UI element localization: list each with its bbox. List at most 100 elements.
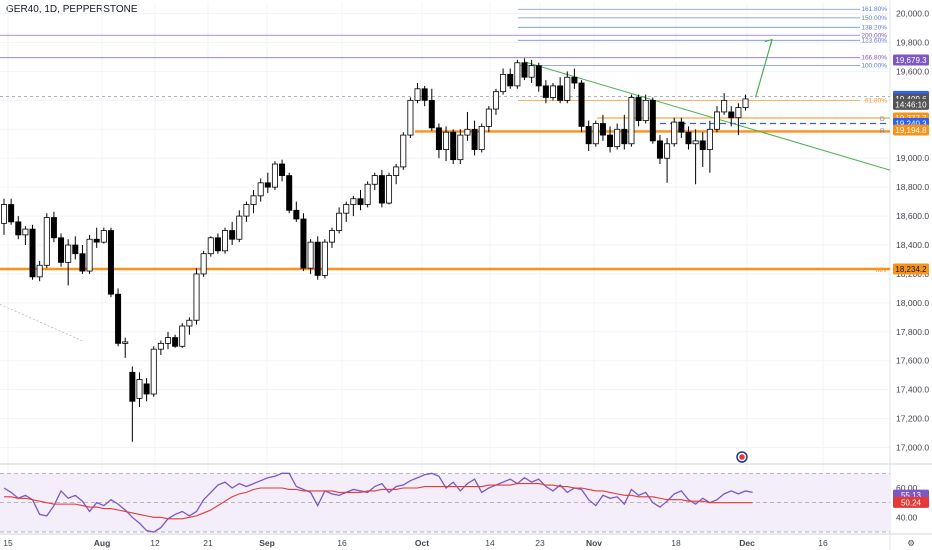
candle-body[interactable] (207, 237, 214, 255)
candle-body[interactable] (378, 175, 385, 204)
candle-body[interactable] (8, 204, 15, 223)
candle-body[interactable] (193, 273, 200, 321)
candle-body[interactable] (164, 337, 171, 344)
candle-body[interactable] (706, 128, 713, 150)
candle-body[interactable] (507, 73, 514, 87)
candle-body[interactable] (371, 175, 378, 185)
candle-body[interactable] (321, 241, 328, 276)
candle-body[interactable] (143, 383, 150, 395)
candle-body[interactable] (364, 183, 371, 205)
candle-body[interactable] (607, 134, 614, 148)
candle-body[interactable] (435, 127, 442, 150)
candle-body[interactable] (500, 73, 507, 93)
candle-body[interactable] (521, 62, 528, 78)
candle-body[interactable] (414, 88, 421, 101)
candle-body[interactable] (671, 121, 678, 145)
candle-body[interactable] (129, 371, 136, 402)
candle-body[interactable] (150, 348, 157, 395)
candle-body[interactable] (157, 342, 164, 350)
candle-body[interactable] (421, 88, 428, 101)
candle-body[interactable] (107, 230, 114, 295)
candle-body[interactable] (664, 143, 671, 159)
candle-body[interactable] (542, 85, 549, 98)
candle-body[interactable] (214, 237, 221, 252)
candle-body[interactable] (279, 163, 286, 176)
candle-body[interactable] (50, 217, 57, 239)
candle-body[interactable] (471, 128, 478, 150)
candle-body[interactable] (0, 204, 7, 224)
candle-body[interactable] (714, 111, 721, 130)
candle-body[interactable] (721, 99, 728, 113)
candle-body[interactable] (179, 325, 186, 347)
candle-body[interactable] (22, 228, 29, 236)
candle-body[interactable] (29, 228, 36, 278)
candle-body[interactable] (264, 182, 271, 188)
candle-body[interactable] (314, 241, 321, 276)
candle-body[interactable] (428, 99, 435, 129)
candle-body[interactable] (58, 237, 65, 263)
candle-body[interactable] (400, 134, 407, 168)
candle-body[interactable] (692, 140, 699, 145)
candle-body[interactable] (457, 134, 464, 161)
candle-body[interactable] (678, 121, 685, 133)
candle-body[interactable] (578, 82, 585, 127)
candle-body[interactable] (478, 126, 485, 150)
candle-body[interactable] (357, 198, 364, 205)
candle-body[interactable] (343, 204, 350, 214)
candle-body[interactable] (592, 123, 599, 145)
candle-body[interactable] (514, 62, 521, 87)
candle-body[interactable] (93, 238, 100, 243)
candle-body[interactable] (65, 244, 72, 263)
candle-body[interactable] (100, 230, 107, 243)
candle-body[interactable] (550, 85, 557, 98)
candle-body[interactable] (571, 76, 578, 84)
candle-body[interactable] (243, 204, 250, 217)
candle-body[interactable] (450, 131, 457, 161)
candle-body[interactable] (492, 91, 499, 110)
candle-body[interactable] (136, 379, 143, 399)
candle-body[interactable] (336, 212, 343, 231)
candle-body[interactable] (443, 131, 450, 150)
candle-body[interactable] (635, 97, 642, 122)
candle-body[interactable] (649, 99, 656, 142)
candle-body[interactable] (485, 108, 492, 127)
candle-body[interactable] (350, 198, 357, 205)
candle-body[interactable] (642, 99, 649, 122)
candle-body[interactable] (585, 126, 592, 145)
candle-body[interactable] (656, 140, 663, 159)
candle-body[interactable] (685, 131, 692, 145)
candle-body[interactable] (293, 209, 300, 220)
candle-body[interactable] (614, 128, 621, 148)
candle-body[interactable] (528, 65, 535, 78)
candle-body[interactable] (386, 175, 393, 204)
candle-body[interactable] (229, 230, 236, 240)
candle-body[interactable] (564, 76, 571, 101)
candle-body[interactable] (328, 230, 335, 243)
candle-body[interactable] (735, 107, 742, 119)
candle-body[interactable] (621, 128, 628, 145)
candle-body[interactable] (257, 182, 264, 197)
candle-body[interactable] (15, 221, 22, 236)
candle-body[interactable] (236, 215, 243, 240)
candle-body[interactable] (300, 218, 307, 269)
candle-body[interactable] (628, 97, 635, 145)
candle-body[interactable] (79, 253, 86, 272)
candle-body[interactable] (271, 163, 278, 188)
candle-body[interactable] (186, 319, 193, 327)
candle-body[interactable] (250, 195, 257, 205)
candle-body[interactable] (742, 98, 749, 108)
candle-body[interactable] (286, 175, 293, 211)
candle-body[interactable] (200, 253, 207, 275)
candle-body[interactable] (599, 123, 606, 136)
candle-body[interactable] (728, 111, 735, 119)
candle-body[interactable] (122, 341, 129, 344)
candle-body[interactable] (535, 65, 542, 87)
settings-icon[interactable]: ⚙ (907, 538, 915, 548)
candle-body[interactable] (557, 85, 564, 101)
candle-body[interactable] (407, 99, 414, 136)
candle-body[interactable] (86, 238, 93, 272)
candle-body[interactable] (72, 244, 79, 255)
candle-body[interactable] (43, 217, 50, 266)
candle-body[interactable] (36, 264, 43, 278)
